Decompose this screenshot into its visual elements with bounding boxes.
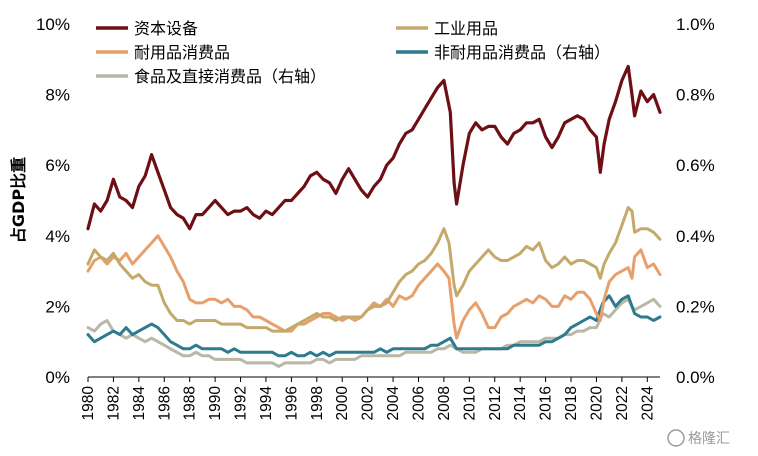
y-right-tick-label: 0.2% [676,297,715,316]
x-tick-label: 2022 [614,386,631,420]
x-tick-label: 1980 [80,386,97,421]
x-tick-label: 1990 [207,386,224,421]
y-right-tick-label: 1.0% [676,15,715,34]
x-tick-label: 2014 [512,386,529,421]
legend-label-4: 非耐用品消费品（右轴） [434,43,610,62]
x-tick-label: 2012 [487,386,504,420]
x-tick-label: 2020 [588,386,605,421]
y-right-tick-label: 0.4% [676,227,715,246]
x-tick-label: 2018 [563,386,580,420]
legend-label-5: 食品及直接消费品（右轴） [134,67,326,86]
watermark-text: 格隆汇 [688,431,730,447]
y-right-tick-label: 0.8% [676,86,715,105]
x-tick-label: 1988 [182,386,199,420]
y-right-tick-label: 0.0% [676,368,715,387]
series-line-3 [86,234,662,340]
series-line-4 [86,294,662,358]
x-tick-label: 2010 [461,386,478,421]
y-left-tick-label: 2% [45,297,70,316]
x-tick-label: 1998 [309,386,326,420]
series-line-5 [86,297,662,368]
y-left-tick-label: 10% [36,15,70,34]
x-tick-label: 1996 [283,386,300,420]
x-tick-label: 2024 [639,386,656,421]
legend-label-1: 资本设备 [134,19,198,38]
series-layer [86,64,662,368]
y-left-tick-label: 4% [45,227,70,246]
x-tick-label: 2002 [360,386,377,420]
x-tick-label: 1982 [105,386,122,420]
x-tick-label: 1986 [156,386,173,420]
y-axis-label: 占GDP比重 [9,157,28,243]
x-tick-label: 2008 [436,386,453,420]
y-right-tick-label: 0.6% [676,156,715,175]
y-left-tick-label: 8% [45,86,70,105]
x-tick-label: 1992 [233,386,250,420]
legend-label-3: 耐用品消费品 [134,43,230,62]
x-tick-label: 1984 [131,386,148,421]
series-line-2 [86,206,662,333]
x-tick-label: 2004 [385,386,402,421]
legend-label-2: 工业用品 [434,19,498,38]
x-tick-label: 2000 [334,386,351,421]
x-tick-label: 1994 [258,386,275,421]
gelonghui-logo-icon [667,429,685,447]
series-line-1 [86,64,662,231]
x-tick-label: 2006 [411,386,428,420]
ticks-layer: 0% 2% 4% 6% 8% 10% 0.0% 0.2% 0.4% 0.6% 0.8% 1.0% 198… [36,15,715,420]
watermark: 格隆汇 [667,429,730,447]
y-left-tick-label: 0% [45,368,70,387]
y-left-tick-label: 6% [45,156,70,175]
x-tick-label: 2016 [538,386,555,420]
